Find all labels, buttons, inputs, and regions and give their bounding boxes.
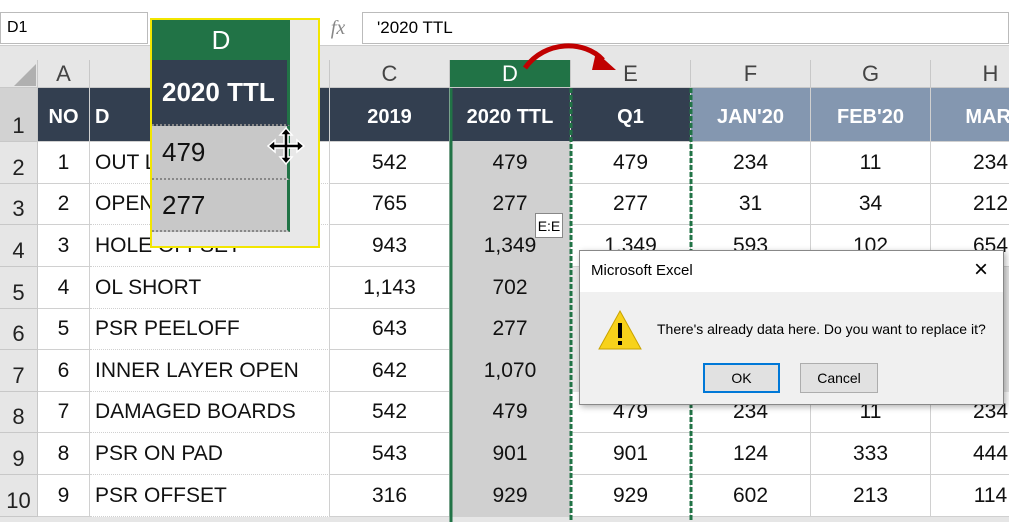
cell: 9 bbox=[38, 475, 90, 517]
move-arrow bbox=[522, 43, 605, 70]
warning-icon bbox=[598, 309, 642, 350]
cell: 765 bbox=[330, 184, 450, 225]
cell: 901 bbox=[571, 433, 691, 475]
fx-button[interactable]: fx bbox=[330, 16, 346, 39]
ok-button[interactable]: OK bbox=[703, 363, 780, 393]
row-header: 2 bbox=[0, 142, 38, 184]
name-box[interactable]: D1 bbox=[0, 12, 148, 44]
column-header: A bbox=[38, 60, 90, 88]
cell: 7 bbox=[38, 392, 90, 433]
cell: 4 bbox=[38, 267, 90, 309]
cell: 929 bbox=[450, 475, 571, 517]
cancel-button[interactable]: Cancel bbox=[800, 363, 878, 393]
cell: 642 bbox=[330, 350, 450, 392]
cell: 543 bbox=[330, 433, 450, 475]
row-header: 10 bbox=[0, 475, 38, 517]
formula-input[interactable]: '2020 TTL bbox=[362, 12, 1009, 44]
move-cursor bbox=[266, 126, 306, 166]
column-header: C bbox=[330, 60, 450, 88]
cell: 1,070 bbox=[450, 350, 571, 392]
cell: 213 bbox=[811, 475, 931, 517]
cell: 479 bbox=[450, 142, 571, 184]
cell: 602 bbox=[691, 475, 811, 517]
cell: 702 bbox=[450, 267, 571, 309]
dialog-message: There's already data here. Do you want t… bbox=[657, 321, 986, 337]
column-header: D bbox=[450, 60, 571, 88]
header-cell: FEB'20 bbox=[811, 88, 931, 142]
cell: 277 bbox=[450, 309, 571, 350]
cell: 11 bbox=[811, 142, 931, 184]
cell: 212 bbox=[931, 184, 1009, 225]
cell: 479 bbox=[571, 142, 691, 184]
cell: PSR OFFSET bbox=[90, 475, 330, 517]
cell: 2 bbox=[38, 184, 90, 225]
cell: 316 bbox=[330, 475, 450, 517]
move-arrow-head bbox=[592, 52, 616, 70]
row-header: 4 bbox=[0, 225, 38, 267]
cell: 943 bbox=[330, 225, 450, 267]
cell: 6 bbox=[38, 350, 90, 392]
cell: PSR ON PAD bbox=[90, 433, 330, 475]
cell: 234 bbox=[691, 142, 811, 184]
dialog-close[interactable]: × bbox=[973, 256, 988, 283]
cell: 234 bbox=[931, 142, 1009, 184]
row-header: 9 bbox=[0, 433, 38, 475]
tooltip: E:E bbox=[535, 213, 563, 238]
row-header: 3 bbox=[0, 184, 38, 225]
row-header: 5 bbox=[0, 267, 38, 309]
column-header: F bbox=[691, 60, 811, 88]
dialog-body bbox=[580, 292, 1003, 404]
column-header: H bbox=[931, 60, 1009, 88]
cell: 5 bbox=[38, 309, 90, 350]
zoom-column: D bbox=[152, 20, 290, 60]
header-cell: MAR' bbox=[931, 88, 1009, 142]
cell: 277 bbox=[571, 184, 691, 225]
cell: INNER LAYER OPEN bbox=[90, 350, 330, 392]
cell: 114 bbox=[931, 475, 1009, 517]
zoom-cell: 479 bbox=[152, 126, 290, 180]
row-header: 1 bbox=[0, 88, 38, 142]
header-cell: 2020 TTL bbox=[450, 88, 571, 142]
cell: 333 bbox=[811, 433, 931, 475]
cell: 3 bbox=[38, 225, 90, 267]
column-header: E bbox=[571, 60, 691, 88]
header-cell: Q1 bbox=[571, 88, 691, 142]
cell: 124 bbox=[691, 433, 811, 475]
header-cell: 2019 bbox=[330, 88, 450, 142]
select-all[interactable] bbox=[14, 64, 36, 86]
row-header: 8 bbox=[0, 392, 38, 433]
cell: 643 bbox=[330, 309, 450, 350]
cell: DAMAGED BOARDS bbox=[90, 392, 330, 433]
cell: 542 bbox=[330, 392, 450, 433]
dialog-title: Microsoft Excel bbox=[591, 261, 693, 279]
cell: 929 bbox=[571, 475, 691, 517]
column-header: G bbox=[811, 60, 931, 88]
zoom-cell: 2020 TTL bbox=[152, 60, 290, 126]
cell: 1 bbox=[38, 142, 90, 184]
row-header: 7 bbox=[0, 350, 38, 392]
header-cell: JAN'20 bbox=[691, 88, 811, 142]
cell: 1,143 bbox=[330, 267, 450, 309]
cell: 444 bbox=[931, 433, 1009, 475]
header-cell: NO bbox=[38, 88, 90, 142]
cell: 31 bbox=[691, 184, 811, 225]
zoom-cell: 277 bbox=[152, 180, 290, 232]
cell: PSR PEELOFF bbox=[90, 309, 330, 350]
cell: 479 bbox=[450, 392, 571, 433]
cell: OL SHORT bbox=[90, 267, 330, 309]
cell: 8 bbox=[38, 433, 90, 475]
row-header: 6 bbox=[0, 309, 38, 350]
cell: 34 bbox=[811, 184, 931, 225]
